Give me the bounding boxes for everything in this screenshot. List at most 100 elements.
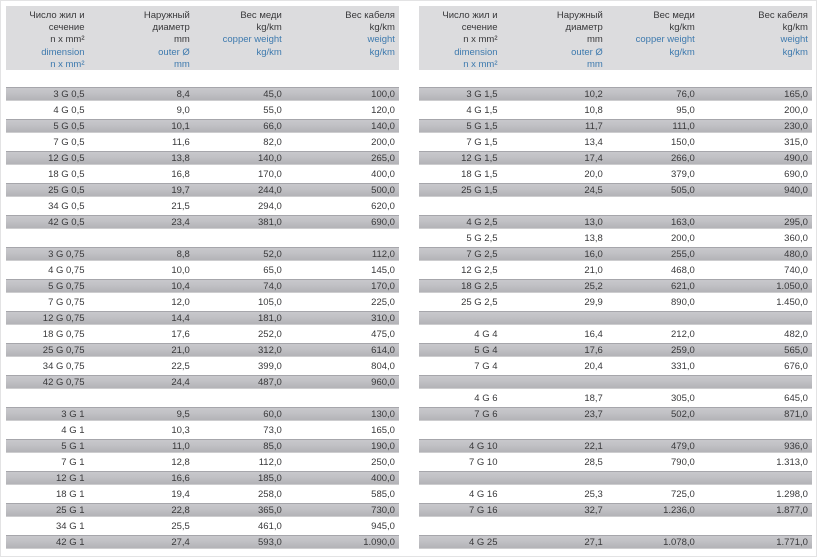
cell-outer-diameter: 20,0 [584, 168, 603, 180]
table-row: 7 G 0,75 12,0 105,0 225,0 [6, 295, 399, 311]
cell-outer-diameter: 17,6 [171, 328, 190, 340]
cell-cable-weight: 250,0 [371, 456, 395, 468]
table-row: 25 G 0,75 21,0 312,0 614,0 [6, 343, 399, 359]
cell-dimension [419, 199, 502, 213]
cell-copper-weight: 255,0 [671, 248, 695, 260]
cell-dimension: 12 G 1,5 [461, 152, 498, 164]
spacer-row [419, 311, 812, 327]
cell-dimension [6, 231, 89, 245]
cell-outer-diameter: 10,3 [171, 424, 190, 436]
cell-dimension: 3 G 0,75 [48, 248, 85, 260]
table-row: 4 G 25 27,1 1.078,0 1.771,0 [419, 535, 812, 551]
header-line-en: n x mm² [50, 58, 85, 70]
cell-dimension: 5 G 1 [61, 440, 85, 452]
table-row: 12 G 0,5 13,8 140,0 265,0 [6, 151, 399, 167]
cell-cable-weight: 1.877,0 [776, 504, 808, 516]
header-line-ru: диаметр [152, 22, 190, 34]
header-line-en: kg/km [256, 46, 282, 58]
cell-cable-weight: 1.090,0 [363, 536, 395, 548]
cell-outer-diameter: 14,4 [171, 312, 190, 324]
cell-outer-diameter: 27,1 [584, 536, 603, 548]
cell-dimension: 42 G 0,75 [42, 376, 85, 388]
cell-dimension: 4 G 2,5 [466, 216, 498, 228]
cell-cable-weight: 310,0 [371, 312, 395, 324]
header-line-ru: Вес кабеля [758, 10, 808, 21]
cell-dimension [419, 423, 502, 437]
cell-outer-diameter: 25,2 [584, 280, 603, 292]
cell-copper-weight [607, 199, 699, 213]
cell-cable-weight: 400,0 [371, 168, 395, 180]
cell-copper-weight: 479,0 [671, 440, 695, 452]
cell-copper-weight: 258,0 [258, 488, 282, 500]
cell-cable-weight: 1.050,0 [776, 280, 808, 292]
header-col-cable-weight: Вес кабеля kg/km weight kg/km [286, 10, 399, 70]
cell-dimension: 3 G 0,5 [53, 88, 85, 100]
cell-cable-weight: 315,0 [784, 136, 808, 148]
header-line-ru: n x mm² [50, 34, 85, 46]
cell-cable-weight: 676,0 [784, 360, 808, 372]
cell-copper-weight [194, 391, 286, 405]
cell-cable-weight: 130,0 [371, 408, 395, 420]
table-body: 3 G 0,5 8,4 45,0 100,0 4 G 0,5 9,0 55,0 120,0 5 … [6, 87, 399, 551]
cell-copper-weight: 74,0 [263, 280, 282, 292]
cell-outer-diameter: 13,8 [584, 232, 603, 244]
table-row: 5 G 1 11,0 85,0 190,0 [6, 439, 399, 455]
table-row: 5 G 4 17,6 259,0 565,0 [419, 343, 812, 359]
spacer-row [419, 519, 812, 535]
cell-copper-weight: 52,0 [263, 248, 282, 260]
cell-cable-weight: 165,0 [784, 88, 808, 100]
cell-dimension: 34 G 0,75 [42, 360, 85, 372]
header-line-ru: Вес кабеля [345, 10, 395, 21]
cell-cable-weight: 100,0 [371, 88, 395, 100]
cell-cable-weight: 230,0 [784, 120, 808, 132]
table-row: 4 G 16 25,3 725,0 1.298,0 [419, 487, 812, 503]
cell-cable-weight: 730,0 [371, 504, 395, 516]
cell-outer-diameter: 23,7 [584, 408, 603, 420]
cell-copper-weight: 399,0 [258, 360, 282, 372]
table-row: 12 G 0,75 14,4 181,0 310,0 [6, 311, 399, 327]
cell-outer-diameter: 23,4 [171, 216, 190, 228]
cell-outer-diameter [89, 231, 194, 245]
cell-cable-weight: 190,0 [371, 440, 395, 452]
cell-cable-weight: 200,0 [784, 104, 808, 116]
header-line-ru: Вес меди [240, 10, 282, 21]
cell-dimension: 3 G 1 [61, 408, 85, 420]
cell-outer-diameter: 24,4 [171, 376, 190, 388]
header-line-ru: kg/km [369, 22, 395, 34]
header-line-en: mm [174, 58, 190, 70]
cell-dimension: 4 G 0,5 [53, 104, 85, 116]
cell-cable-weight: 740,0 [784, 264, 808, 276]
cell-copper-weight: 212,0 [671, 328, 695, 340]
table-row: 7 G 16 32,7 1.236,0 1.877,0 [419, 503, 812, 519]
cell-outer-diameter: 27,4 [171, 536, 190, 548]
header-line-ru: n x mm² [463, 34, 498, 46]
table-row: 12 G 2,5 21,0 468,0 740,0 [419, 263, 812, 279]
cell-copper-weight: 244,0 [258, 184, 282, 196]
cell-outer-diameter: 8,8 [176, 248, 190, 260]
cell-cable-weight [286, 231, 399, 245]
header-line-en: weight [780, 34, 808, 46]
cell-copper-weight [194, 231, 286, 245]
cell-outer-diameter: 32,7 [584, 504, 603, 516]
table-row: 4 G 0,75 10,0 65,0 145,0 [6, 263, 399, 279]
header-line-en: copper weight [635, 34, 695, 46]
table-header: Число жил и сечение n x mm² dimension n x mm… [6, 6, 399, 70]
cell-outer-diameter: 11,0 [172, 440, 190, 452]
cell-outer-diameter: 16,6 [171, 472, 190, 484]
cell-cable-weight: 690,0 [371, 216, 395, 228]
cell-outer-diameter [502, 311, 607, 325]
cell-copper-weight: 252,0 [258, 328, 282, 340]
cell-copper-weight: 294,0 [258, 200, 282, 212]
cell-outer-diameter: 17,4 [584, 152, 603, 164]
cell-copper-weight [607, 375, 699, 389]
cell-cable-weight [699, 423, 812, 437]
table-row: 7 G 2,5 16,0 255,0 480,0 [419, 247, 812, 263]
cell-cable-weight: 140,0 [371, 120, 395, 132]
cell-outer-diameter: 10,0 [171, 264, 190, 276]
cell-copper-weight: 1.236,0 [663, 504, 695, 516]
cell-cable-weight: 170,0 [371, 280, 395, 292]
cell-outer-diameter: 10,1 [171, 120, 190, 132]
spacer-row [6, 231, 399, 247]
table-row: 5 G 2,5 13,8 200,0 360,0 [419, 231, 812, 247]
